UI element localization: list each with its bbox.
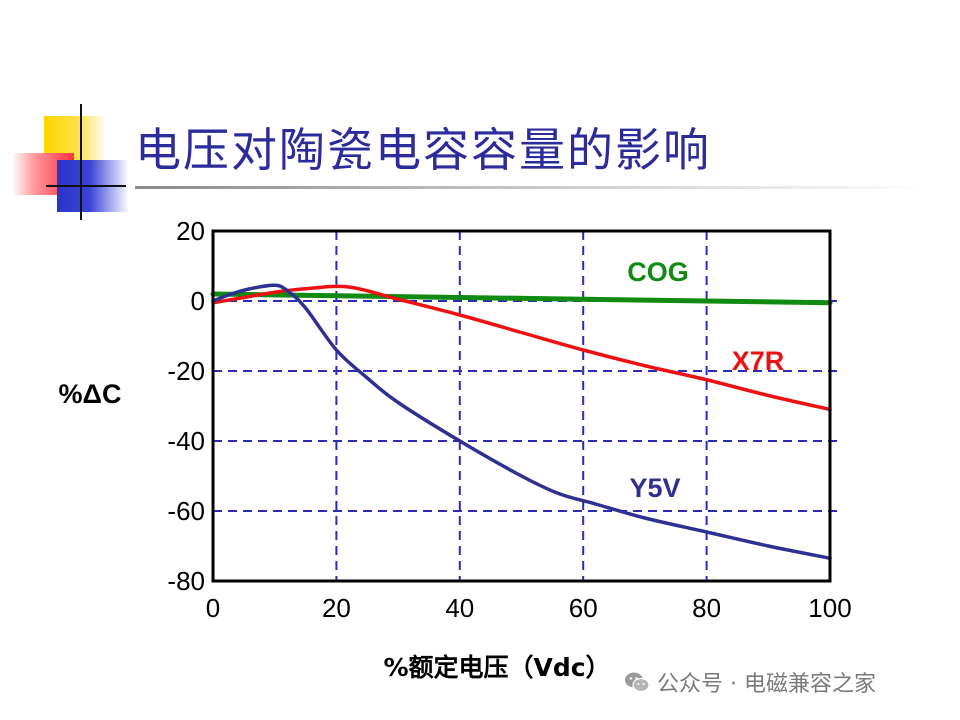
x-tick-label: 100 [808,593,851,623]
y-axis-label: %ΔC [59,379,122,409]
x-tick-label: 60 [569,593,598,623]
x-tick-label: 40 [445,593,474,623]
x-tick-label: 0 [206,593,220,623]
watermark: 公众号 · 电磁兼容之家 [623,667,876,697]
tick-labels: 0 20 40 60 80 100 20 0 -20 -40 -60 -80 [167,216,851,623]
x-tick-label: 20 [322,593,351,623]
x-axis-label: %额定电压（Vdc） [383,653,610,682]
grid-lines [213,231,838,581]
title-decoration-vertical-line [80,104,82,220]
y-tick-label: -40 [167,426,205,456]
series-label-cog: COG [627,257,689,287]
watermark-text: 公众号 · 电磁兼容之家 [657,672,876,697]
plot-frame [211,229,832,583]
wechat-icon [625,672,650,693]
y-tick-label: 20 [176,216,205,246]
series-label-y5v: Y5V [629,473,680,503]
title-underline [135,186,935,189]
series-label-x7r: X7R [732,346,785,376]
title-decoration-horizontal-line [46,185,126,187]
x-tick-label: 80 [692,593,721,623]
y-tick-label: -60 [167,496,205,526]
series-lines [210,283,833,560]
series-labels: COG X7R Y5V [627,257,784,503]
series-line-y5v [211,283,832,560]
y-tick-label: -80 [167,566,205,596]
series-line-x7r [211,284,832,412]
y-tick-label: 0 [191,286,205,316]
series-line-cog [210,291,833,306]
y-tick-label: -20 [167,356,205,386]
slide-title: 电压对陶瓷电容容量的影响 [135,123,711,177]
